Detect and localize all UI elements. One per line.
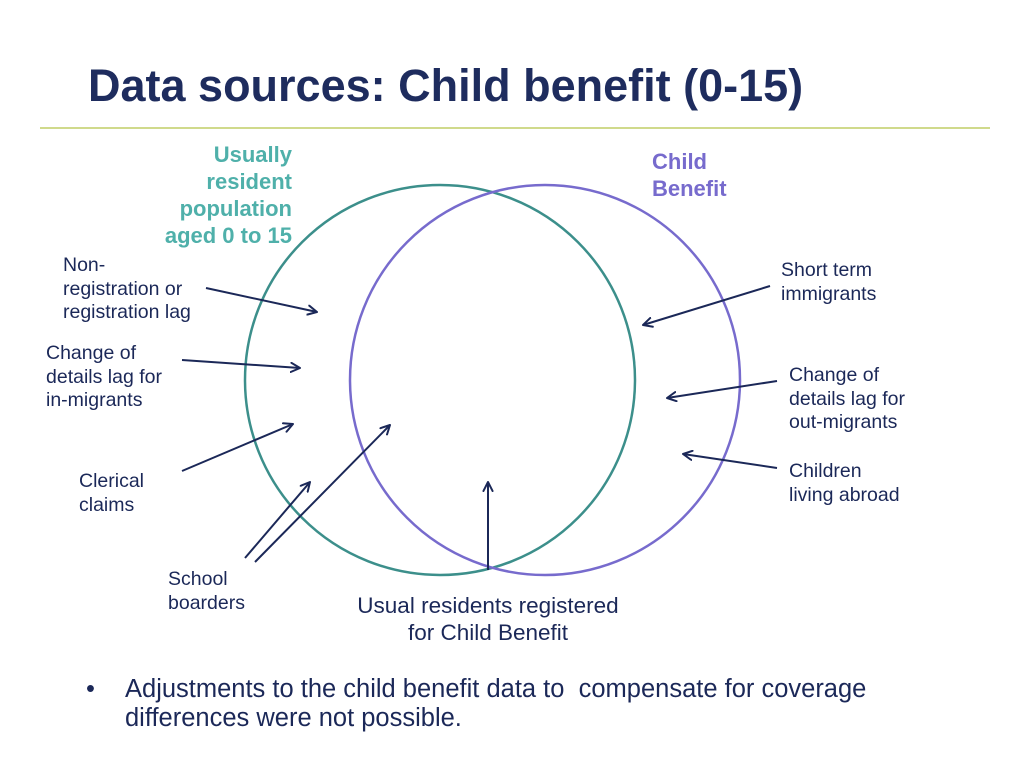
slide-title: Data sources: Child benefit (0-15) (88, 60, 804, 111)
label-line: Clerical (79, 470, 145, 492)
set-label-line: Usually (213, 142, 292, 167)
label-change-of-details-in-migrants: Change of details lag for in-migrants (46, 342, 162, 413)
child-benefit-circle (348, 183, 742, 577)
label-line: Non- (63, 254, 106, 276)
label-line: Children (789, 460, 862, 482)
set-label-line: aged 0 to 15 (164, 223, 292, 248)
arrow-non-registration (205, 287, 317, 312)
arrow-change-of-details-out-migrants (667, 380, 778, 398)
intersection-label-line: for Child Benefit (407, 620, 569, 645)
title-divider (40, 127, 990, 129)
intersection-label-line: Usual residents registered (357, 593, 619, 618)
arrow-short-term-immigrants (643, 285, 771, 325)
label-line: registration or (63, 277, 183, 300)
label-line: in-migrants (46, 389, 143, 411)
label-line: details lag for (46, 365, 162, 388)
set-label-line: resident (206, 169, 292, 194)
set-label-line: Child (652, 149, 707, 174)
label-line: School (168, 568, 228, 590)
bullet-text: Adjustments to the child benefit data to… (125, 675, 874, 732)
arrow-clerical-claims (181, 424, 293, 472)
label-children-living-abroad: Children living abroad (789, 460, 900, 507)
arrow-children-living-abroad (683, 454, 778, 469)
label-line: living abroad (789, 483, 900, 506)
label-line: immigrants (781, 282, 877, 305)
label-line: Change of (789, 364, 879, 386)
label-line: out-migrants (789, 411, 898, 433)
set-label-line: Benefit (652, 176, 727, 201)
label-short-term-immigrants: Short term immigrants (781, 259, 876, 306)
intersection-label: Usual residents registered for Child Ben… (338, 592, 638, 646)
label-line: registration lag (63, 301, 191, 323)
label-clerical-claims: Clerical claims (79, 470, 144, 517)
usually-resident-population-circle (243, 183, 637, 577)
label-line: details lag for (789, 387, 905, 410)
arrow-school-boarders-2 (254, 425, 390, 563)
child-benefit-label: Child Benefit (652, 148, 727, 202)
bullet-marker: • (86, 675, 95, 703)
label-line: Change of (46, 342, 136, 364)
arrow-change-of-details-in-migrants (181, 359, 300, 368)
label-non-registration: Non- registration or registration lag (63, 254, 191, 325)
arrow-school-boarders-1 (244, 482, 310, 559)
label-line: claims (79, 493, 135, 516)
label-line: boarders (168, 591, 245, 614)
label-school-boarders: School boarders (168, 568, 245, 615)
usually-resident-population-label: Usually resident population aged 0 to 15 (165, 141, 292, 249)
set-label-line: population (179, 196, 292, 221)
label-line: Short term (781, 259, 873, 281)
label-change-of-details-out-migrants: Change of details lag for out-migrants (789, 364, 905, 435)
